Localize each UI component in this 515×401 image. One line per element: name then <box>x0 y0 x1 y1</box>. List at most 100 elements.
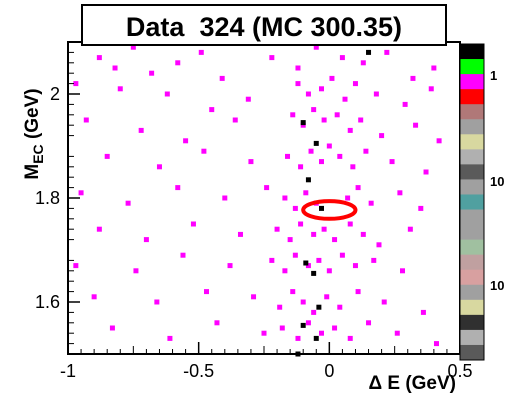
palette-swatch-15 <box>460 269 484 286</box>
data-point-51 <box>326 143 332 149</box>
y-axis-title: MEC (GeV) <box>22 88 46 179</box>
data-point-88 <box>227 263 233 269</box>
data-point-15 <box>73 81 79 87</box>
data-point-102 <box>251 294 257 300</box>
data-point-71 <box>96 226 102 232</box>
data-point-64 <box>303 190 309 196</box>
data-point-72 <box>143 237 149 243</box>
data-point-111 <box>420 309 426 315</box>
palette-swatch-7 <box>460 149 484 165</box>
data-point-123 <box>394 330 400 336</box>
data-point-94 <box>326 268 332 274</box>
data-point-61 <box>264 185 270 191</box>
data-point-99 <box>91 294 97 300</box>
data-point-12 <box>384 49 390 55</box>
data-point-31 <box>183 138 189 144</box>
data-point-27 <box>402 101 408 107</box>
data-point-60 <box>222 195 228 201</box>
data-point-108 <box>337 304 343 310</box>
data-point-4 <box>175 60 181 66</box>
data-point-44 <box>156 164 162 170</box>
palette-swatch-1 <box>460 59 484 75</box>
y-axis-title-unit: (GeV) <box>22 88 43 144</box>
data-point-39 <box>358 117 364 123</box>
data-point-70 <box>418 205 424 211</box>
data-point-105 <box>300 299 306 305</box>
data-point-89 <box>269 257 275 263</box>
data-point-22 <box>318 86 324 92</box>
data-point-58 <box>125 200 131 206</box>
palette-swatch-2 <box>460 74 484 90</box>
data-point-56 <box>423 169 429 175</box>
data-point-5 <box>198 49 204 55</box>
high-point-10 <box>313 335 319 341</box>
data-point-66 <box>345 195 351 201</box>
data-point-1 <box>112 65 118 71</box>
data-point-53 <box>350 164 356 170</box>
data-point-118 <box>305 320 311 326</box>
x-axis-tick-labels: -1 -0.5 0 0.5 <box>60 361 473 381</box>
data-point-77 <box>298 221 304 227</box>
palette-label-1: 1 <box>490 68 497 83</box>
data-point-26 <box>373 91 379 97</box>
palette-swatch-18 <box>460 314 484 331</box>
data-point-21 <box>305 91 311 97</box>
data-point-16 <box>117 86 123 92</box>
palette-swatch-11 <box>460 209 484 226</box>
data-point-110 <box>381 299 387 305</box>
palette-swatch-0 <box>460 44 484 60</box>
data-point-103 <box>277 304 283 310</box>
y-axis-tick-labels: 1.6 1.8 2 <box>35 84 60 312</box>
x-tick-label-3: 0.5 <box>447 361 472 381</box>
data-point-117 <box>295 335 301 341</box>
data-point-121 <box>347 335 353 341</box>
high-point-6 <box>303 260 309 266</box>
high-point-9 <box>300 322 306 328</box>
data-point-48 <box>298 164 304 170</box>
data-point-90 <box>282 268 288 274</box>
high-point-7 <box>311 270 317 276</box>
x-tick-label-2: 0 <box>324 361 334 381</box>
high-point-0 <box>366 49 372 55</box>
data-points <box>73 44 442 347</box>
data-point-23 <box>329 75 335 81</box>
data-point-119 <box>318 330 324 336</box>
high-point-5 <box>318 205 324 211</box>
data-point-49 <box>308 148 314 154</box>
high-point-4 <box>305 177 311 183</box>
data-point-104 <box>290 289 296 295</box>
data-point-17 <box>164 91 170 97</box>
palette-swatch-14 <box>460 254 484 271</box>
data-point-54 <box>363 148 369 154</box>
data-point-122 <box>366 320 372 326</box>
data-point-93 <box>316 257 322 263</box>
data-point-78 <box>311 231 317 237</box>
data-point-97 <box>371 257 377 263</box>
signal-region-ellipse <box>301 199 358 221</box>
palette-swatch-13 <box>460 239 484 256</box>
data-point-96 <box>352 263 358 269</box>
palette-swatch-17 <box>460 299 484 316</box>
palette-swatch-4 <box>460 104 484 120</box>
data-point-2 <box>130 44 136 50</box>
data-point-67 <box>355 185 361 191</box>
palette-swatch-10 <box>460 194 484 211</box>
data-point-59 <box>175 185 181 191</box>
data-point-82 <box>360 231 366 237</box>
data-point-43 <box>104 153 110 159</box>
palette-swatch-5 <box>460 119 484 135</box>
palette-label-2: 10 <box>490 174 504 189</box>
palette-swatch-3 <box>460 89 484 105</box>
data-point-46 <box>248 159 254 165</box>
data-point-13 <box>410 75 416 81</box>
data-point-120 <box>332 325 338 331</box>
chart-title: Data 324 (MC 300.35) <box>126 12 402 42</box>
title-box <box>81 4 447 46</box>
data-point-3 <box>149 70 155 76</box>
data-point-69 <box>397 190 403 196</box>
data-point-47 <box>285 153 291 159</box>
data-point-80 <box>332 237 338 243</box>
x-tick-label-1: -0.5 <box>183 361 214 381</box>
data-point-68 <box>368 200 374 206</box>
